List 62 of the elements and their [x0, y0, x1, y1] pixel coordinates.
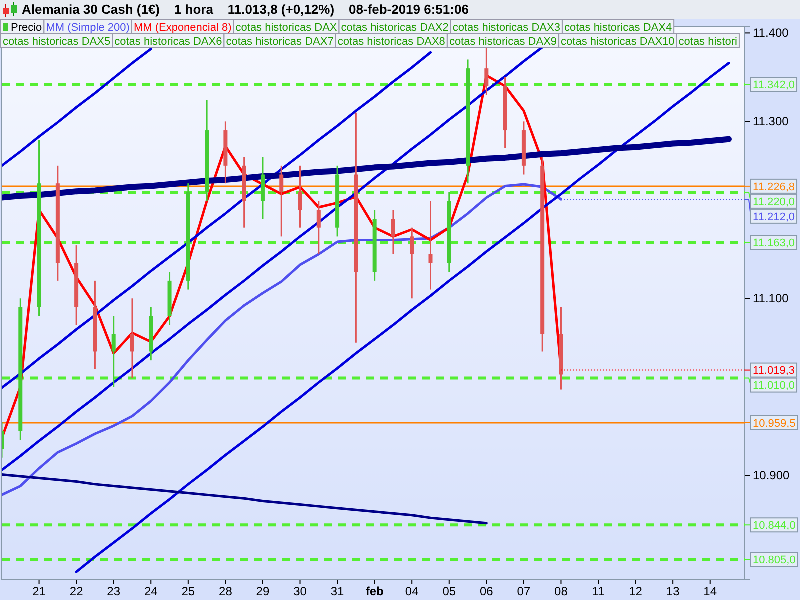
annotation: cotas historicas DAX: [236, 22, 338, 34]
y-tick-label: 11.400: [753, 26, 790, 40]
ref-line-label: 11.220,0: [753, 196, 796, 208]
annotation: cotas historicas DAX3: [452, 22, 560, 34]
candlestick: [298, 165, 302, 229]
x-tick-label: 11: [592, 584, 606, 599]
x-tick-label: 28: [219, 584, 233, 599]
line-series: [2, 46, 544, 472]
chart-title: Alemania 30 Cash (1€) 1 hora 11.013,8 (+0,12%) 08-feb-2019 6:51:06: [22, 2, 469, 17]
candlestick: [484, 47, 489, 96]
annotation: cotas historicas DAX6: [114, 36, 222, 48]
annotation: cotas historicas DAX10: [561, 36, 675, 48]
ref-line-label: 11.163,0: [753, 238, 796, 250]
x-tick-label: 05: [442, 584, 456, 599]
ref-line-label: 11.342,0: [753, 79, 796, 92]
x-tick-label: 21: [32, 584, 46, 599]
annotation: cotas historicas DAX5: [3, 36, 111, 48]
x-tick-label: 13: [666, 584, 680, 599]
x-tick-label: 12: [629, 584, 643, 599]
x-tick-label: 07: [517, 584, 531, 599]
line-series: [75, 62, 730, 574]
x-tick-label: 22: [70, 584, 84, 599]
candlestick: [280, 165, 284, 238]
y-tick-label: 10.900: [753, 468, 790, 482]
x-tick-label: 31: [330, 584, 345, 599]
candlestick: [410, 227, 414, 300]
candlestick: [112, 316, 116, 388]
ref-line-label: 11.010,0: [753, 380, 796, 392]
ref-line-label: 10.844,0: [753, 520, 796, 532]
annotation: cotas histori: [678, 36, 738, 48]
annotation: cotas historicas DAX8: [338, 36, 446, 48]
y-tick-label: 11.100: [753, 291, 790, 306]
x-tick-label: 30: [294, 584, 308, 599]
ref-line-label: 10.959,5: [753, 418, 796, 430]
annotation: cotas historicas DAX2: [341, 22, 449, 34]
ref-line-label: 10.805,0: [753, 554, 796, 566]
ref-line-label: 11.226,8: [753, 181, 796, 194]
x-tick-label: 29: [256, 584, 270, 599]
line-series: [2, 51, 432, 390]
text: MM (Simple 200): [46, 22, 130, 34]
candlestick: [130, 298, 134, 380]
x-tick-label: 08: [554, 584, 568, 599]
candlestick: [428, 200, 433, 291]
x-tick-label: 23: [107, 584, 121, 599]
annotation: cotas historicas DAX9: [449, 36, 558, 48]
annotation: cotas historicas DAX7: [226, 36, 334, 48]
annotation: cotas historicas DAX4: [564, 22, 672, 34]
line-series: [2, 473, 488, 525]
annotation: 11.019,3: [753, 365, 796, 378]
x-tick-label: 24: [144, 584, 158, 599]
x-tick-label: 25: [182, 584, 196, 599]
annotation: 11.212,0: [753, 211, 796, 224]
legend-label: Precio: [11, 22, 42, 34]
line-series: [2, 48, 152, 168]
x-tick-label: 06: [480, 584, 494, 599]
x-tick-label: 04: [405, 584, 420, 599]
x-tick-label: 14: [704, 584, 718, 599]
y-tick-label: 11.300: [753, 114, 790, 129]
x-tick-label: feb: [366, 584, 384, 599]
candlestick: [316, 200, 321, 256]
text: MM (Exponencial 8): [134, 22, 232, 34]
candlestick: [391, 209, 396, 256]
